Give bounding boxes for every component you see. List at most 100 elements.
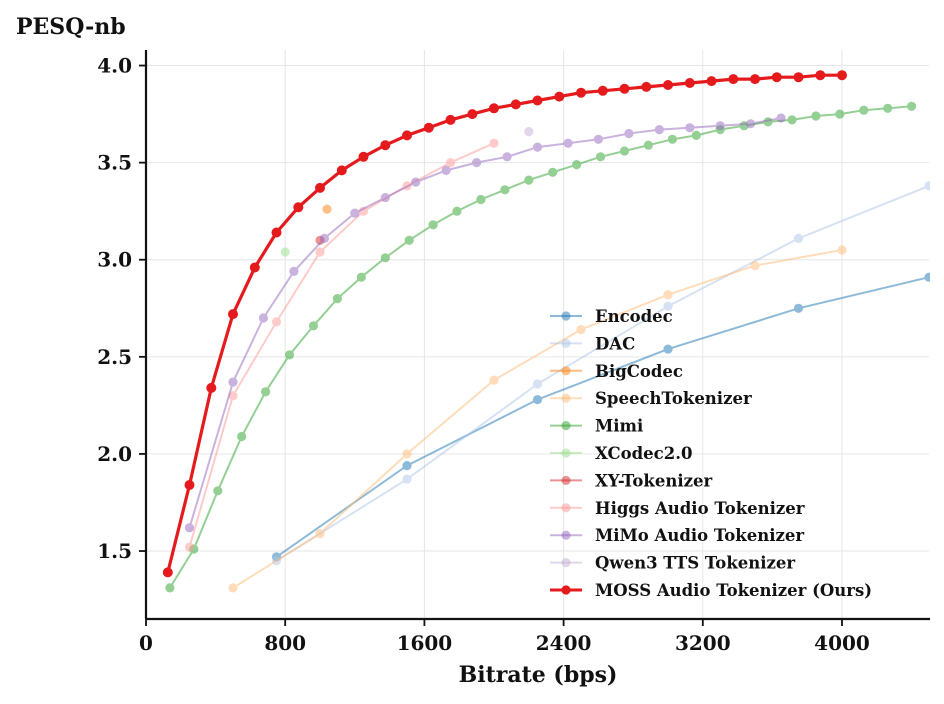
series-mimo-audio-tokenizer xyxy=(184,113,786,533)
data-point xyxy=(467,109,478,120)
data-point xyxy=(597,85,608,96)
data-point xyxy=(593,134,604,144)
data-point xyxy=(624,128,634,139)
data-point xyxy=(380,193,390,203)
data-point xyxy=(280,247,290,257)
data-point xyxy=(184,480,195,490)
data-point xyxy=(228,309,238,320)
data-point xyxy=(184,523,195,533)
data-point xyxy=(402,449,412,459)
legend-swatch-marker xyxy=(561,530,571,540)
series-line xyxy=(188,117,782,528)
data-point xyxy=(350,208,360,218)
data-point xyxy=(554,91,565,102)
data-point xyxy=(548,167,558,177)
data-point xyxy=(356,272,366,282)
data-point xyxy=(423,122,434,133)
data-point xyxy=(228,377,238,387)
legend-label: XCodec2.0 xyxy=(595,444,692,463)
data-point xyxy=(924,272,930,282)
data-point xyxy=(315,247,325,257)
data-point xyxy=(472,158,482,168)
data-point xyxy=(380,253,390,263)
data-point xyxy=(706,76,717,87)
data-point xyxy=(793,303,804,313)
data-point xyxy=(289,266,299,276)
data-point xyxy=(654,125,664,135)
legend-label: Encodec xyxy=(595,307,673,326)
data-point xyxy=(165,583,175,593)
data-point xyxy=(271,317,282,327)
data-point xyxy=(336,165,347,176)
legend-label: MOSS Audio Tokenizer (Ours) xyxy=(595,581,872,600)
series-mimi xyxy=(165,101,917,593)
legend-swatch-marker xyxy=(561,503,571,513)
data-point xyxy=(452,206,462,216)
x-tick-label: 800 xyxy=(264,631,306,655)
data-point xyxy=(685,123,695,133)
data-point xyxy=(746,119,756,129)
series-line xyxy=(275,184,930,562)
legend-swatch-marker xyxy=(561,585,571,595)
data-point xyxy=(728,74,739,85)
data-point xyxy=(835,109,845,119)
legend-label: Higgs Audio Tokenizer xyxy=(595,499,805,518)
data-point xyxy=(510,99,521,110)
legend-label: SpeechTokenizer xyxy=(595,389,752,408)
data-point xyxy=(404,235,414,245)
data-point xyxy=(228,391,238,401)
data-point xyxy=(308,321,319,331)
data-point xyxy=(441,165,451,175)
data-point xyxy=(532,379,543,389)
series-line xyxy=(232,249,843,589)
data-point xyxy=(502,152,512,162)
data-point xyxy=(787,115,797,125)
y-tick-label: 2.5 xyxy=(97,345,132,369)
data-point xyxy=(663,344,673,354)
ticks: 0 800 1600 2400 3200 4000 1.5 2.0 2.5 3.0 3.5 4.0 xyxy=(97,54,870,655)
data-point xyxy=(184,542,195,552)
data-point xyxy=(445,158,456,168)
x-tick-label: 1600 xyxy=(397,631,453,655)
data-point xyxy=(489,103,499,114)
legend-label: DAC xyxy=(595,334,635,353)
data-point xyxy=(859,105,869,115)
data-point xyxy=(663,80,673,90)
data-point xyxy=(358,151,369,162)
data-point xyxy=(776,113,786,123)
legend-swatch-marker xyxy=(561,338,571,348)
legend-label: Qwen3 TTS Tokenizer xyxy=(595,554,795,573)
axes xyxy=(144,50,930,621)
data-point xyxy=(619,146,630,156)
data-point xyxy=(793,72,804,83)
data-point xyxy=(663,290,673,300)
legend-swatch-marker xyxy=(561,421,571,431)
data-point xyxy=(641,81,652,92)
data-point xyxy=(750,74,760,85)
data-point xyxy=(907,101,917,111)
legend: Encodec DAC BigCodec SpeechTokenizer Mimi XCo… xyxy=(550,307,872,600)
data-point xyxy=(667,134,678,144)
data-point xyxy=(563,138,573,148)
data-point xyxy=(715,121,725,131)
data-point xyxy=(524,175,534,185)
data-point xyxy=(293,202,304,213)
series-higgs-audio-tokenizer xyxy=(184,138,499,552)
legend-label: Mimi xyxy=(595,417,643,436)
legend-swatch-marker xyxy=(561,448,571,458)
data-point xyxy=(489,138,499,148)
data-point xyxy=(596,152,606,162)
legend-label: BigCodec xyxy=(595,362,683,381)
data-point xyxy=(771,72,782,83)
data-point xyxy=(411,177,421,187)
data-point xyxy=(532,142,543,152)
x-axis-title: Bitrate (bps) xyxy=(459,662,618,688)
data-point xyxy=(402,474,412,484)
x-tick-label: 2400 xyxy=(536,631,592,655)
x-tick-label: 0 xyxy=(139,631,153,655)
data-point xyxy=(380,140,391,151)
data-point xyxy=(500,185,510,195)
data-point xyxy=(532,395,543,405)
data-point xyxy=(284,350,295,360)
legend-swatch-marker xyxy=(561,366,571,376)
